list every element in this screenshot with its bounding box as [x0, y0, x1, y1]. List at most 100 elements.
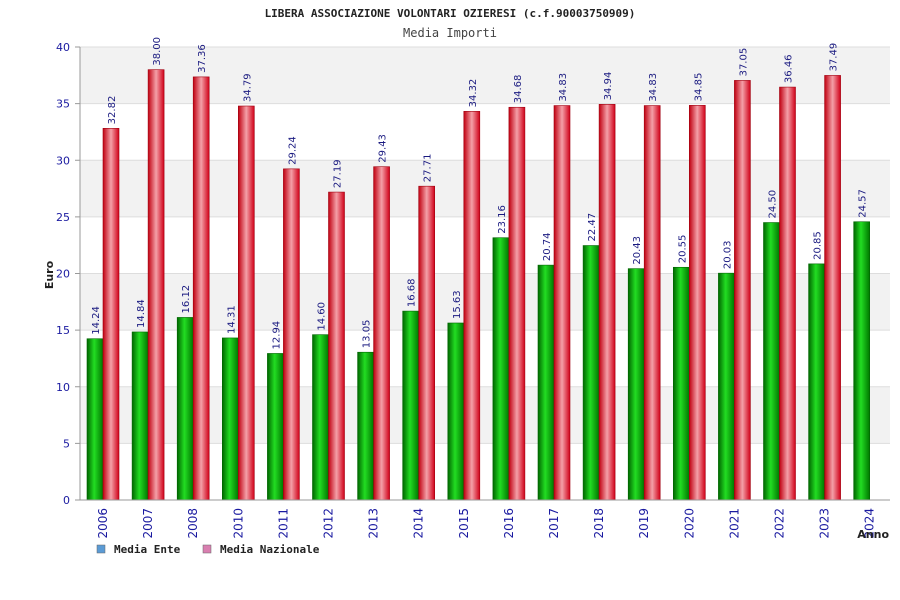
- bar-media-nazionale: [644, 106, 660, 500]
- y-axis-ticks: 0 5 10 15 20 25 30 35 40: [56, 41, 80, 507]
- bar-media-nazionale: [464, 111, 480, 500]
- bar-media-nazionale: [554, 106, 570, 500]
- y-tick-label: 40: [56, 41, 70, 54]
- data-label: 20.85: [813, 231, 824, 260]
- data-label: 36.46: [784, 54, 795, 83]
- bar-media-ente: [673, 267, 689, 500]
- y-tick-label: 15: [56, 324, 70, 337]
- bar-media-nazionale: [599, 104, 615, 500]
- x-tick-label: 2008: [186, 508, 200, 539]
- bar-media-nazionale: [825, 75, 841, 500]
- y-tick-label: 25: [56, 211, 70, 224]
- bar-media-ente: [222, 338, 238, 500]
- legend: Media Ente Media Nazionale: [97, 543, 320, 556]
- bar-media-nazionale: [103, 128, 119, 500]
- y-axis-label: Euro: [43, 260, 56, 289]
- data-label: 12.94: [271, 321, 282, 350]
- data-label: 34.83: [558, 73, 569, 102]
- data-label: 34.85: [693, 73, 704, 102]
- bar-media-nazionale: [509, 107, 525, 500]
- x-tick-label: 2019: [637, 508, 651, 539]
- data-label: 16.12: [181, 285, 192, 314]
- data-label: 37.36: [197, 44, 208, 73]
- x-tick-label: 2016: [502, 508, 516, 539]
- data-label: 29.43: [378, 134, 389, 163]
- data-label: 34.94: [603, 72, 614, 101]
- bar-media-nazionale: [283, 169, 299, 500]
- bar-media-ente: [538, 265, 554, 500]
- legend-swatch-nazionale: [203, 545, 211, 553]
- bar-media-nazionale: [193, 77, 209, 500]
- data-label: 14.60: [317, 302, 328, 331]
- x-tick-label: 2011: [276, 508, 290, 539]
- data-label: 27.71: [423, 154, 434, 183]
- y-tick-label: 10: [56, 381, 70, 394]
- data-label: 24.57: [858, 189, 869, 218]
- legend-swatch-ente: [97, 545, 105, 553]
- chart-subtitle: Media Importi: [403, 26, 497, 40]
- x-axis-label: Anno: [857, 528, 889, 541]
- data-label: 37.49: [829, 43, 840, 72]
- bar-media-nazionale: [734, 80, 750, 500]
- bar-media-nazionale: [419, 186, 435, 500]
- data-label: 34.32: [468, 79, 479, 108]
- bar-media-ente: [718, 273, 734, 500]
- bar-media-nazionale: [329, 192, 345, 500]
- x-tick-label: 2018: [592, 508, 606, 539]
- x-tick-label: 2012: [322, 508, 336, 539]
- y-tick-label: 0: [63, 494, 70, 507]
- data-label: 34.79: [242, 73, 253, 102]
- data-label: 34.83: [648, 73, 659, 102]
- x-tick-label: 2007: [141, 508, 155, 539]
- data-label: 14.84: [136, 299, 147, 328]
- bar-chart: LIBERA ASSOCIAZIONE VOLONTARI OZIERESI (…: [0, 0, 900, 600]
- bar-media-nazionale: [238, 106, 254, 500]
- bar-media-ente: [87, 339, 103, 500]
- bar-media-ente: [403, 311, 419, 500]
- bar-media-nazionale: [689, 105, 705, 500]
- x-tick-label: 2010: [231, 508, 245, 539]
- bar-media-ente: [267, 353, 283, 500]
- y-tick-label: 5: [63, 437, 70, 450]
- data-label: 15.63: [452, 290, 463, 319]
- x-tick-label: 2020: [682, 508, 696, 539]
- data-label: 23.16: [497, 205, 508, 234]
- bar-media-ente: [809, 264, 825, 500]
- bar-media-ente: [493, 238, 509, 500]
- bar-media-ente: [358, 352, 374, 500]
- data-label: 20.55: [677, 235, 688, 264]
- data-label: 32.82: [107, 96, 118, 125]
- x-axis-ticks: 2006 2007 2008 2010 2011 2012 2013 2014 2015 2016…: [96, 508, 877, 539]
- data-label: 29.24: [287, 136, 298, 165]
- data-label: 37.05: [738, 48, 749, 77]
- bar-media-nazionale: [148, 70, 164, 500]
- bar-media-ente: [583, 246, 599, 500]
- chart-title: LIBERA ASSOCIAZIONE VOLONTARI OZIERESI (…: [265, 7, 636, 20]
- data-label: 20.43: [632, 236, 643, 265]
- x-tick-label: 2006: [96, 508, 110, 539]
- data-label: 20.03: [722, 241, 733, 270]
- bar-media-ente: [177, 317, 193, 500]
- data-label: 16.68: [407, 278, 418, 307]
- bar-media-ente: [448, 323, 464, 500]
- y-tick-label: 35: [56, 98, 70, 111]
- data-label: 13.05: [362, 320, 373, 349]
- legend-label-ente: Media Ente: [114, 543, 181, 556]
- y-tick-label: 30: [56, 154, 70, 167]
- data-label: 20.74: [542, 232, 553, 261]
- legend-label-nazionale: Media Nazionale: [220, 543, 320, 556]
- data-label: 38.00: [152, 37, 163, 66]
- x-tick-label: 2014: [412, 508, 426, 539]
- x-tick-label: 2023: [818, 508, 832, 539]
- y-tick-label: 20: [56, 268, 70, 281]
- x-tick-label: 2022: [773, 508, 787, 539]
- data-label: 22.47: [587, 213, 598, 242]
- bar-media-ente: [854, 222, 870, 500]
- x-tick-label: 2021: [727, 508, 741, 539]
- x-tick-label: 2015: [457, 508, 471, 539]
- bar-media-nazionale: [374, 167, 390, 500]
- bar-media-nazionale: [780, 87, 796, 500]
- x-tick-label: 2013: [367, 508, 381, 539]
- x-tick-label: 2017: [547, 508, 561, 539]
- data-label: 14.31: [226, 305, 237, 334]
